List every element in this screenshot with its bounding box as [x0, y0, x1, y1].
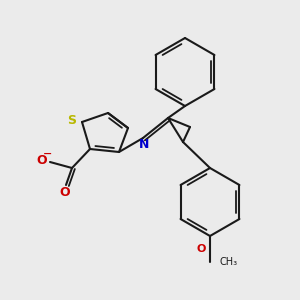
Text: O: O — [60, 187, 70, 200]
Text: N: N — [139, 139, 149, 152]
Text: −: − — [43, 149, 53, 159]
Text: O: O — [37, 154, 47, 167]
Text: S: S — [68, 113, 76, 127]
Text: CH₃: CH₃ — [220, 257, 238, 267]
Text: O: O — [196, 244, 206, 254]
